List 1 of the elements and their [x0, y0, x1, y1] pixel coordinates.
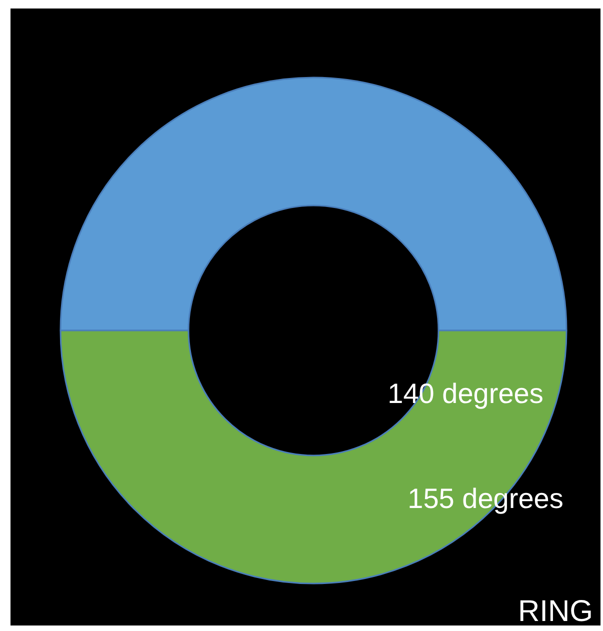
- text: RING: [518, 595, 593, 628]
